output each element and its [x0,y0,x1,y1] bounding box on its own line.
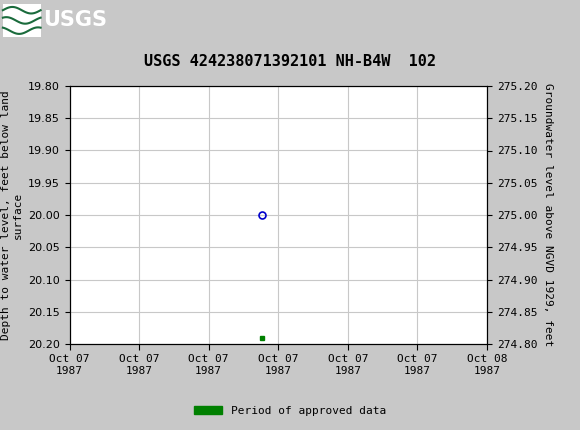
Text: USGS 424238071392101 NH-B4W  102: USGS 424238071392101 NH-B4W 102 [144,54,436,69]
Y-axis label: Groundwater level above NGVD 1929, feet: Groundwater level above NGVD 1929, feet [543,83,553,347]
Y-axis label: Depth to water level, feet below land
surface: Depth to water level, feet below land su… [1,90,23,340]
FancyBboxPatch shape [3,4,41,37]
Legend: Period of approved data: Period of approved data [190,401,390,420]
Text: USGS: USGS [44,10,107,31]
